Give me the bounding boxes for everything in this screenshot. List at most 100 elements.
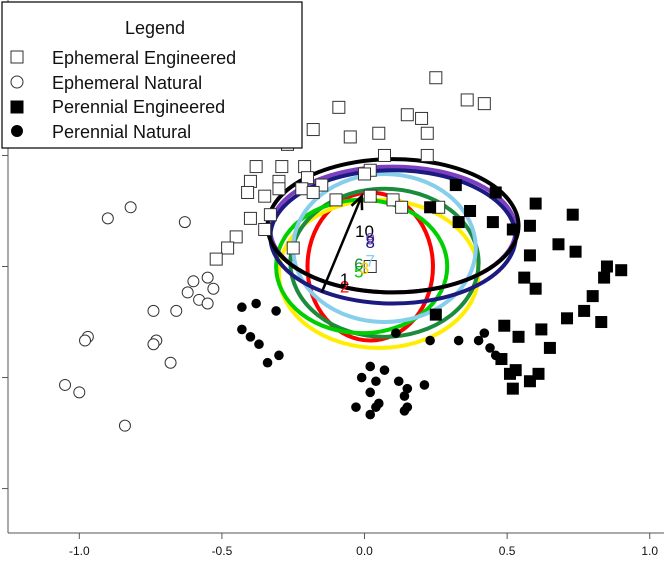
x-tick-label: 1.0 bbox=[641, 544, 658, 558]
point-ephemeral-engineered bbox=[295, 182, 309, 196]
point-ephemeral-engineered bbox=[243, 174, 257, 188]
legend-marker-filled-circle bbox=[11, 125, 23, 137]
point-perennial-engineered bbox=[498, 319, 511, 332]
point-ephemeral-natural bbox=[59, 378, 72, 391]
points-group bbox=[59, 71, 628, 432]
point-perennial-engineered bbox=[598, 271, 611, 284]
point-ephemeral-engineered bbox=[400, 108, 414, 122]
point-ephemeral-natural bbox=[187, 275, 200, 288]
point-ephemeral-engineered bbox=[286, 241, 300, 255]
point-perennial-engineered bbox=[566, 208, 579, 221]
ellipse-number-label: 7 bbox=[365, 252, 374, 271]
point-perennial-natural bbox=[402, 383, 413, 394]
point-perennial-engineered bbox=[424, 201, 437, 214]
point-ephemeral-natural bbox=[147, 338, 160, 351]
legend-title: Legend bbox=[125, 18, 185, 38]
point-ephemeral-engineered bbox=[343, 130, 357, 144]
point-ephemeral-engineered bbox=[395, 200, 409, 214]
point-perennial-natural bbox=[251, 298, 261, 309]
point-ephemeral-engineered bbox=[420, 126, 434, 140]
point-ephemeral-natural bbox=[79, 334, 92, 347]
legend-marker-filled-square bbox=[10, 100, 24, 114]
point-perennial-engineered bbox=[600, 260, 613, 273]
point-ephemeral-engineered bbox=[363, 189, 377, 203]
point-perennial-natural bbox=[271, 306, 281, 316]
legend-box bbox=[1, 1, 303, 149]
point-perennial-engineered bbox=[489, 186, 502, 199]
point-ephemeral-engineered bbox=[306, 123, 320, 137]
point-perennial-engineered bbox=[552, 238, 565, 251]
point-ephemeral-engineered bbox=[229, 230, 243, 244]
point-perennial-engineered bbox=[561, 312, 574, 325]
ellipse-number-label: 1 bbox=[340, 270, 349, 289]
point-perennial-engineered bbox=[452, 216, 465, 229]
point-ephemeral-engineered bbox=[332, 100, 346, 114]
point-ephemeral-engineered bbox=[377, 148, 391, 162]
point-perennial-natural bbox=[237, 302, 247, 313]
x-tick-label: 0.5 bbox=[499, 544, 516, 558]
point-perennial-natural bbox=[453, 335, 464, 346]
ellipse-number-label: 2 bbox=[340, 277, 349, 296]
x-tick-label: -0.5 bbox=[212, 544, 233, 558]
point-perennial-engineered bbox=[595, 316, 608, 329]
point-ephemeral-engineered bbox=[275, 160, 289, 174]
point-ephemeral-natural bbox=[147, 304, 160, 317]
point-perennial-engineered bbox=[615, 264, 628, 277]
point-perennial-engineered bbox=[429, 308, 442, 321]
point-ephemeral-natural bbox=[101, 212, 114, 225]
point-perennial-natural bbox=[237, 324, 247, 335]
point-ephemeral-engineered bbox=[460, 93, 474, 107]
point-perennial-natural bbox=[379, 365, 390, 375]
legend-label-perennial-engineered: Perennial Engineered bbox=[52, 97, 225, 117]
point-perennial-natural bbox=[365, 409, 376, 420]
point-ephemeral-engineered bbox=[258, 222, 272, 236]
point-ephemeral-engineered bbox=[221, 241, 235, 255]
point-perennial-natural bbox=[371, 402, 381, 412]
point-perennial-natural bbox=[473, 335, 484, 346]
point-perennial-natural bbox=[479, 328, 490, 338]
point-ephemeral-natural bbox=[170, 304, 183, 317]
legend-marker-open-square bbox=[10, 50, 24, 64]
point-ephemeral-engineered bbox=[306, 185, 320, 199]
point-ephemeral-engineered bbox=[358, 167, 372, 181]
point-perennial-engineered bbox=[532, 367, 545, 380]
point-ephemeral-engineered bbox=[298, 160, 312, 174]
axes-group: -1.0 -0.5 0.0 0.5 1.0 bbox=[2, 0, 664, 558]
ellipse-number-label: 10 bbox=[355, 222, 374, 241]
point-ephemeral-engineered bbox=[300, 171, 314, 185]
point-perennial-natural bbox=[419, 380, 430, 390]
point-ephemeral-engineered bbox=[429, 71, 443, 85]
ellipse-number-label: 3 bbox=[360, 259, 369, 278]
point-ephemeral-natural bbox=[73, 386, 86, 399]
point-perennial-engineered bbox=[569, 245, 582, 258]
point-ephemeral-natural bbox=[207, 282, 220, 295]
point-perennial-engineered bbox=[578, 304, 591, 317]
point-ephemeral-engineered bbox=[363, 260, 377, 273]
legend-label-perennial-natural: Perennial Natural bbox=[52, 122, 191, 142]
point-perennial-natural bbox=[393, 376, 404, 387]
point-perennial-natural bbox=[274, 350, 284, 361]
ellipse-number-label: 9 bbox=[365, 229, 374, 248]
point-ephemeral-engineered bbox=[415, 111, 429, 125]
legend-label-ephemeral-natural: Ephemeral Natural bbox=[52, 73, 202, 93]
ellipse-number-label: 8 bbox=[365, 233, 374, 252]
point-perennial-engineered bbox=[529, 282, 542, 295]
point-perennial-natural bbox=[371, 376, 381, 387]
legend-label-ephemeral-engineered: Ephemeral Engineered bbox=[52, 48, 236, 68]
point-perennial-natural bbox=[399, 391, 410, 401]
point-perennial-natural bbox=[254, 339, 264, 350]
point-ephemeral-engineered bbox=[372, 126, 386, 140]
point-perennial-engineered bbox=[503, 367, 516, 380]
point-ephemeral-engineered bbox=[243, 211, 257, 225]
point-perennial-engineered bbox=[529, 197, 542, 210]
point-perennial-engineered bbox=[449, 179, 462, 192]
point-ephemeral-natural bbox=[201, 271, 214, 284]
point-ephemeral-engineered bbox=[420, 148, 434, 162]
point-perennial-engineered bbox=[486, 216, 499, 229]
point-perennial-natural bbox=[245, 332, 256, 342]
point-ephemeral-natural bbox=[201, 297, 214, 310]
point-perennial-engineered bbox=[518, 271, 531, 284]
point-perennial-engineered bbox=[523, 375, 536, 388]
